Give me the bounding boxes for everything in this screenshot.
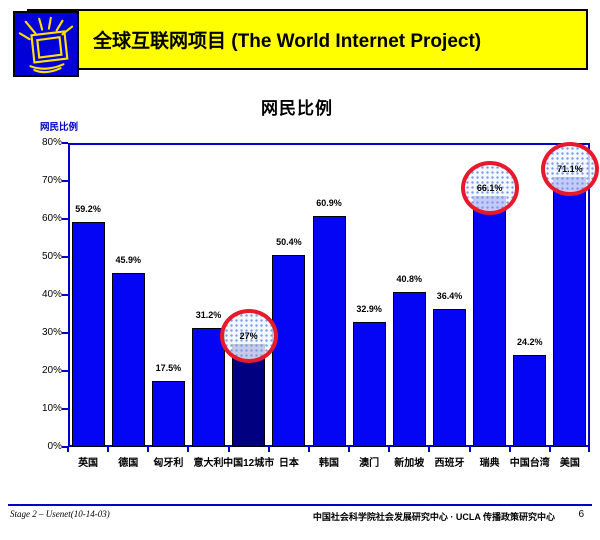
header-banner: 全球互联网项目 (The World Internet Project): [27, 9, 588, 70]
page-number: 6: [578, 509, 584, 520]
x-category-label: 中国台湾: [509, 458, 550, 469]
y-tick-label: 50%: [41, 251, 62, 262]
y-tick-mark: [62, 218, 68, 220]
y-tick-mark: [62, 408, 68, 410]
x-tick-mark: [428, 447, 431, 452]
bar-value-label: 31.2%: [195, 310, 222, 321]
y-axis-title: 网民比例: [40, 122, 79, 133]
bar: [432, 308, 466, 447]
x-tick-mark: [147, 447, 150, 452]
bar: [312, 215, 346, 447]
highlight-circle: 27%: [219, 309, 278, 364]
bar-value-label: 32.9%: [356, 303, 382, 314]
bar: [513, 355, 547, 447]
x-tick-mark: [227, 447, 230, 452]
x-tick-mark: [588, 447, 590, 452]
y-tick-mark: [62, 256, 68, 258]
header-title: 全球互联网项目 (The World Internet Project): [93, 31, 482, 52]
highlight-circle: 71.1%: [540, 141, 599, 196]
y-tick-label: 70%: [41, 175, 62, 186]
y-tick-label: 30%: [41, 327, 62, 338]
shining-screen-icon: [18, 16, 74, 74]
x-category-label: 中国12城市: [223, 458, 275, 469]
x-category-label: 意大利: [193, 458, 224, 469]
x-tick-mark: [468, 447, 471, 452]
bar: [111, 272, 145, 447]
x-tick-mark: [508, 447, 511, 452]
bar: [151, 380, 185, 447]
bar: [71, 222, 105, 447]
footer-stage-note: Stage 2 – Usenet(10-14-03): [10, 509, 110, 519]
highlight-circle: 66.1%: [460, 160, 519, 215]
bar-value-label: 45.9%: [115, 254, 141, 265]
bar: [272, 255, 306, 447]
y-tick-label: 40%: [41, 289, 62, 300]
bar-value-label: 59.2%: [75, 204, 101, 215]
y-tick-mark: [62, 142, 68, 144]
bar-value-label: 40.8%: [396, 273, 423, 284]
x-category-label: 德国: [118, 458, 139, 469]
x-tick-mark: [107, 447, 110, 452]
bar: [553, 176, 587, 447]
x-category-label: 新加坡: [394, 458, 425, 469]
footer-organizations: 中国社会科学院社会发展研究中心 · UCLA 传播政策研究中心: [312, 512, 555, 522]
bar-value-label: 36.4%: [436, 290, 463, 301]
y-tick-label: 20%: [41, 365, 62, 376]
x-category-label: 西班牙: [434, 458, 465, 469]
y-tick-mark: [62, 370, 68, 372]
bar-value-label: 24.2%: [517, 337, 543, 348]
x-tick-mark: [348, 447, 351, 452]
y-tick-label: 0%: [47, 441, 62, 452]
bar: [352, 321, 386, 447]
x-tick-mark: [267, 447, 270, 452]
x-tick-mark: [548, 447, 551, 452]
bar-value-label: 50.4%: [276, 237, 302, 248]
bar: [392, 291, 426, 447]
x-tick-mark: [67, 447, 69, 452]
bar-value-label: 17.5%: [155, 362, 182, 373]
y-tick-mark: [62, 332, 68, 334]
y-tick-label: 60%: [41, 213, 62, 224]
x-category-label: 韩国: [319, 458, 339, 469]
x-category-label: 日本: [278, 458, 299, 469]
bar: [192, 328, 226, 447]
shining-screen-logo-icon: [13, 11, 79, 77]
y-tick-label: 10%: [41, 403, 62, 414]
x-category-label: 美国: [559, 458, 580, 469]
x-tick-mark: [307, 447, 310, 452]
bar: [473, 195, 507, 447]
x-category-label: 英国: [78, 458, 99, 469]
y-tick-mark: [62, 446, 68, 448]
x-category-label: 匈牙利: [153, 458, 184, 469]
footer-divider: [8, 504, 592, 506]
chart-title: 网民比例: [261, 99, 333, 118]
x-tick-mark: [187, 447, 190, 452]
y-tick-mark: [62, 294, 68, 296]
x-tick-mark: [388, 447, 391, 452]
y-tick-label: 80%: [41, 137, 62, 148]
x-category-label: 澳门: [359, 458, 380, 469]
x-category-label: 瑞典: [479, 458, 500, 469]
bar-value-label: 60.9%: [316, 197, 342, 208]
y-tick-mark: [62, 180, 68, 182]
